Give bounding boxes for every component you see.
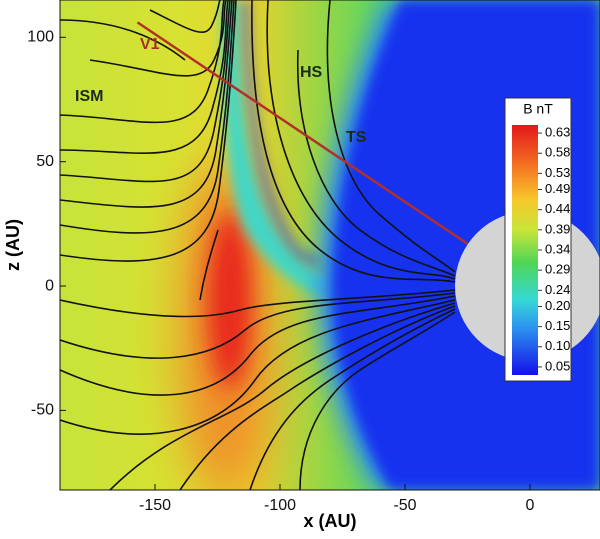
streamline — [60, 295, 456, 396]
streamline — [326, 0, 456, 273]
colorbar-tick-label: 0.15 — [545, 318, 570, 333]
y-tick-label: 0 — [45, 277, 54, 294]
colorbar-ramp — [512, 125, 538, 375]
colorbar: B nT — [504, 97, 572, 382]
annotation: V1 — [140, 36, 160, 53]
streamline — [251, 0, 456, 283]
streamline — [149, 0, 221, 34]
annotation: TS — [346, 129, 367, 146]
streamline — [249, 308, 456, 490]
streamline — [60, 0, 225, 124]
streamline — [60, 0, 231, 183]
colorbar-tick-label: 0.29 — [545, 262, 570, 277]
annotation: HS — [300, 64, 323, 81]
annotation: ISM — [75, 88, 103, 105]
x-tick-label: -50 — [393, 497, 416, 514]
colorbar-tick-label: 0.58 — [545, 145, 570, 160]
y-axis-label: z (AU) — [3, 219, 23, 271]
streamline — [60, 292, 456, 359]
field-red — [208, 210, 252, 390]
plot-frame — [59, 0, 600, 491]
streamline — [266, 0, 456, 280]
streamline — [60, 299, 456, 435]
colorbar-title: B nT — [523, 101, 553, 117]
colorbar-tick-label: 0.20 — [545, 298, 570, 313]
streamline — [60, 0, 237, 262]
y-tick-label: 50 — [36, 153, 54, 170]
x-tick-label: -150 — [139, 497, 171, 514]
streamline — [296, 49, 456, 277]
colorbar-tick-label: 0.49 — [545, 181, 570, 196]
field-hs-blue — [243, 0, 319, 265]
streamline — [60, 289, 456, 318]
colorbar-tick-label: 0.34 — [545, 241, 570, 256]
streamlines — [60, 0, 456, 490]
streamline — [179, 305, 456, 490]
colorbar-tick-label: 0.05 — [545, 358, 570, 373]
x-tick-label: 0 — [526, 497, 535, 514]
v1-trajectory — [136, 21, 469, 245]
colorbar-tick-label: 0.24 — [545, 282, 570, 297]
streamline — [109, 302, 456, 490]
streamline — [299, 311, 456, 490]
colorbar-tick-label: 0.63 — [545, 125, 570, 140]
streamline — [60, 0, 233, 208]
streamline — [199, 229, 219, 301]
colorbar-tick-label: 0.53 — [545, 165, 570, 180]
streamline — [89, 0, 227, 77]
field-hs-band — [222, 0, 330, 300]
colorbar-tick-label: 0.39 — [545, 221, 570, 236]
colorbar-tick-label: 0.44 — [545, 201, 570, 216]
x-axis-label: x (AU) — [304, 511, 357, 531]
x-tick-label: -100 — [264, 497, 296, 514]
y-tick-label: 100 — [27, 29, 54, 46]
streamline — [60, 19, 186, 61]
y-tick-label: -50 — [31, 402, 54, 419]
streamline — [60, 0, 235, 234]
streamline — [60, 0, 229, 154]
colorbar-tick-label: 0.10 — [545, 338, 570, 353]
